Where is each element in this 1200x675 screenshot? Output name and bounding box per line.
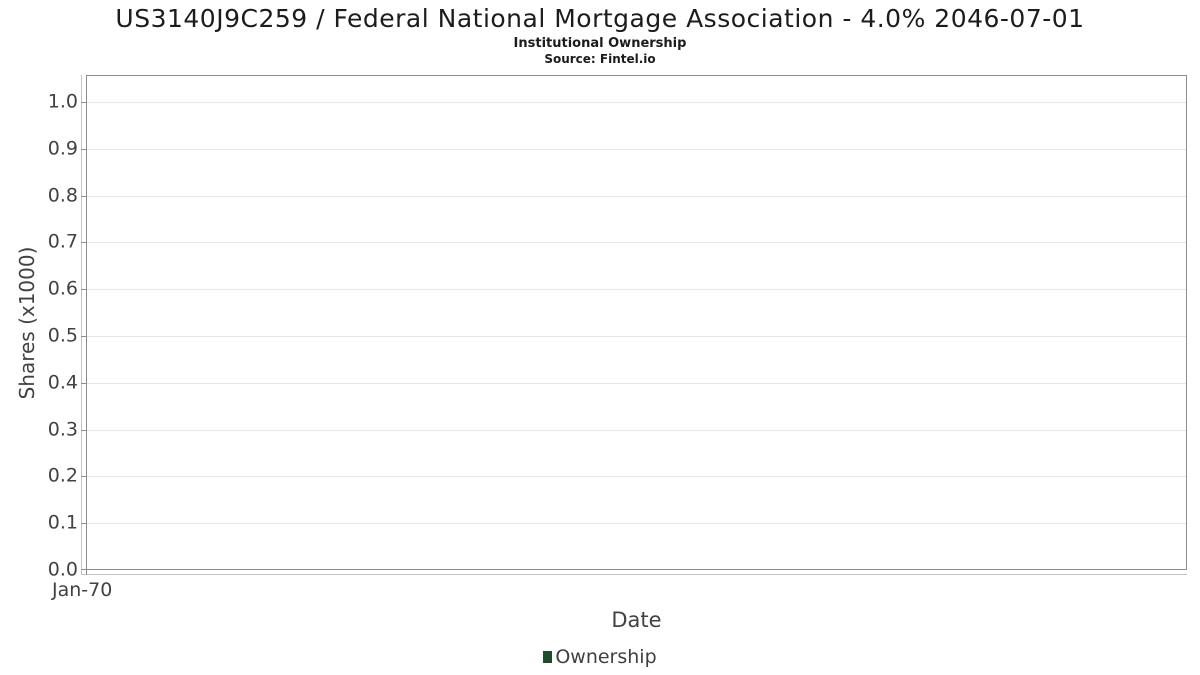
y-tick-label: 0.1 — [47, 511, 78, 534]
chart-subtitle: Institutional Ownership — [513, 36, 687, 51]
y-gridline — [87, 148, 1186, 150]
y-gridline — [87, 476, 1186, 478]
chart-legend: Ownership — [0, 646, 1200, 668]
y-tick-mark — [81, 289, 86, 291]
y-gridline — [87, 523, 1186, 525]
y-gridline — [87, 102, 1186, 103]
y-tick-mark — [81, 102, 86, 103]
y-tick-mark — [81, 382, 86, 384]
y-tick-mark — [81, 336, 86, 337]
y-axis-outer-line — [81, 75, 82, 575]
plot-area — [86, 75, 1187, 570]
y-tick-label: 0.3 — [47, 418, 78, 441]
y-tick-label: 0.0 — [47, 558, 78, 581]
x-tick-mark — [86, 570, 87, 575]
y-tick-label: 0.8 — [47, 184, 78, 207]
y-tick-mark — [81, 476, 86, 478]
y-tick-label: 1.0 — [47, 90, 78, 113]
y-tick-label: 0.7 — [47, 230, 78, 253]
y-tick-mark — [81, 429, 86, 431]
legend-label-ownership: Ownership — [555, 646, 657, 668]
y-tick-mark — [81, 195, 86, 197]
y-tick-label: 0.2 — [47, 464, 78, 487]
y-gridline — [87, 429, 1186, 431]
y-gridline — [87, 195, 1186, 197]
y-tick-mark — [81, 523, 86, 525]
y-tick-label: 0.4 — [47, 371, 78, 394]
chart-title: US3140J9C259 / Federal National Mortgage… — [115, 4, 1085, 33]
x-axis-outer-line — [81, 574, 1187, 575]
y-tick-label: 0.6 — [47, 277, 78, 300]
y-gridline — [87, 382, 1186, 384]
y-tick-mark — [81, 569, 86, 570]
x-axis-title: Date — [611, 608, 662, 632]
chart-source-label: Source: Fintel.io — [544, 52, 656, 66]
legend-swatch-ownership — [543, 651, 553, 663]
y-gridline — [87, 289, 1186, 291]
y-gridline — [87, 336, 1186, 337]
y-tick-mark — [81, 148, 86, 150]
y-gridline — [87, 242, 1186, 244]
y-tick-label: 0.5 — [47, 324, 78, 347]
y-tick-label: 0.9 — [47, 137, 78, 160]
x-tick-label: Jan-70 — [52, 579, 113, 601]
y-tick-mark — [81, 242, 86, 244]
